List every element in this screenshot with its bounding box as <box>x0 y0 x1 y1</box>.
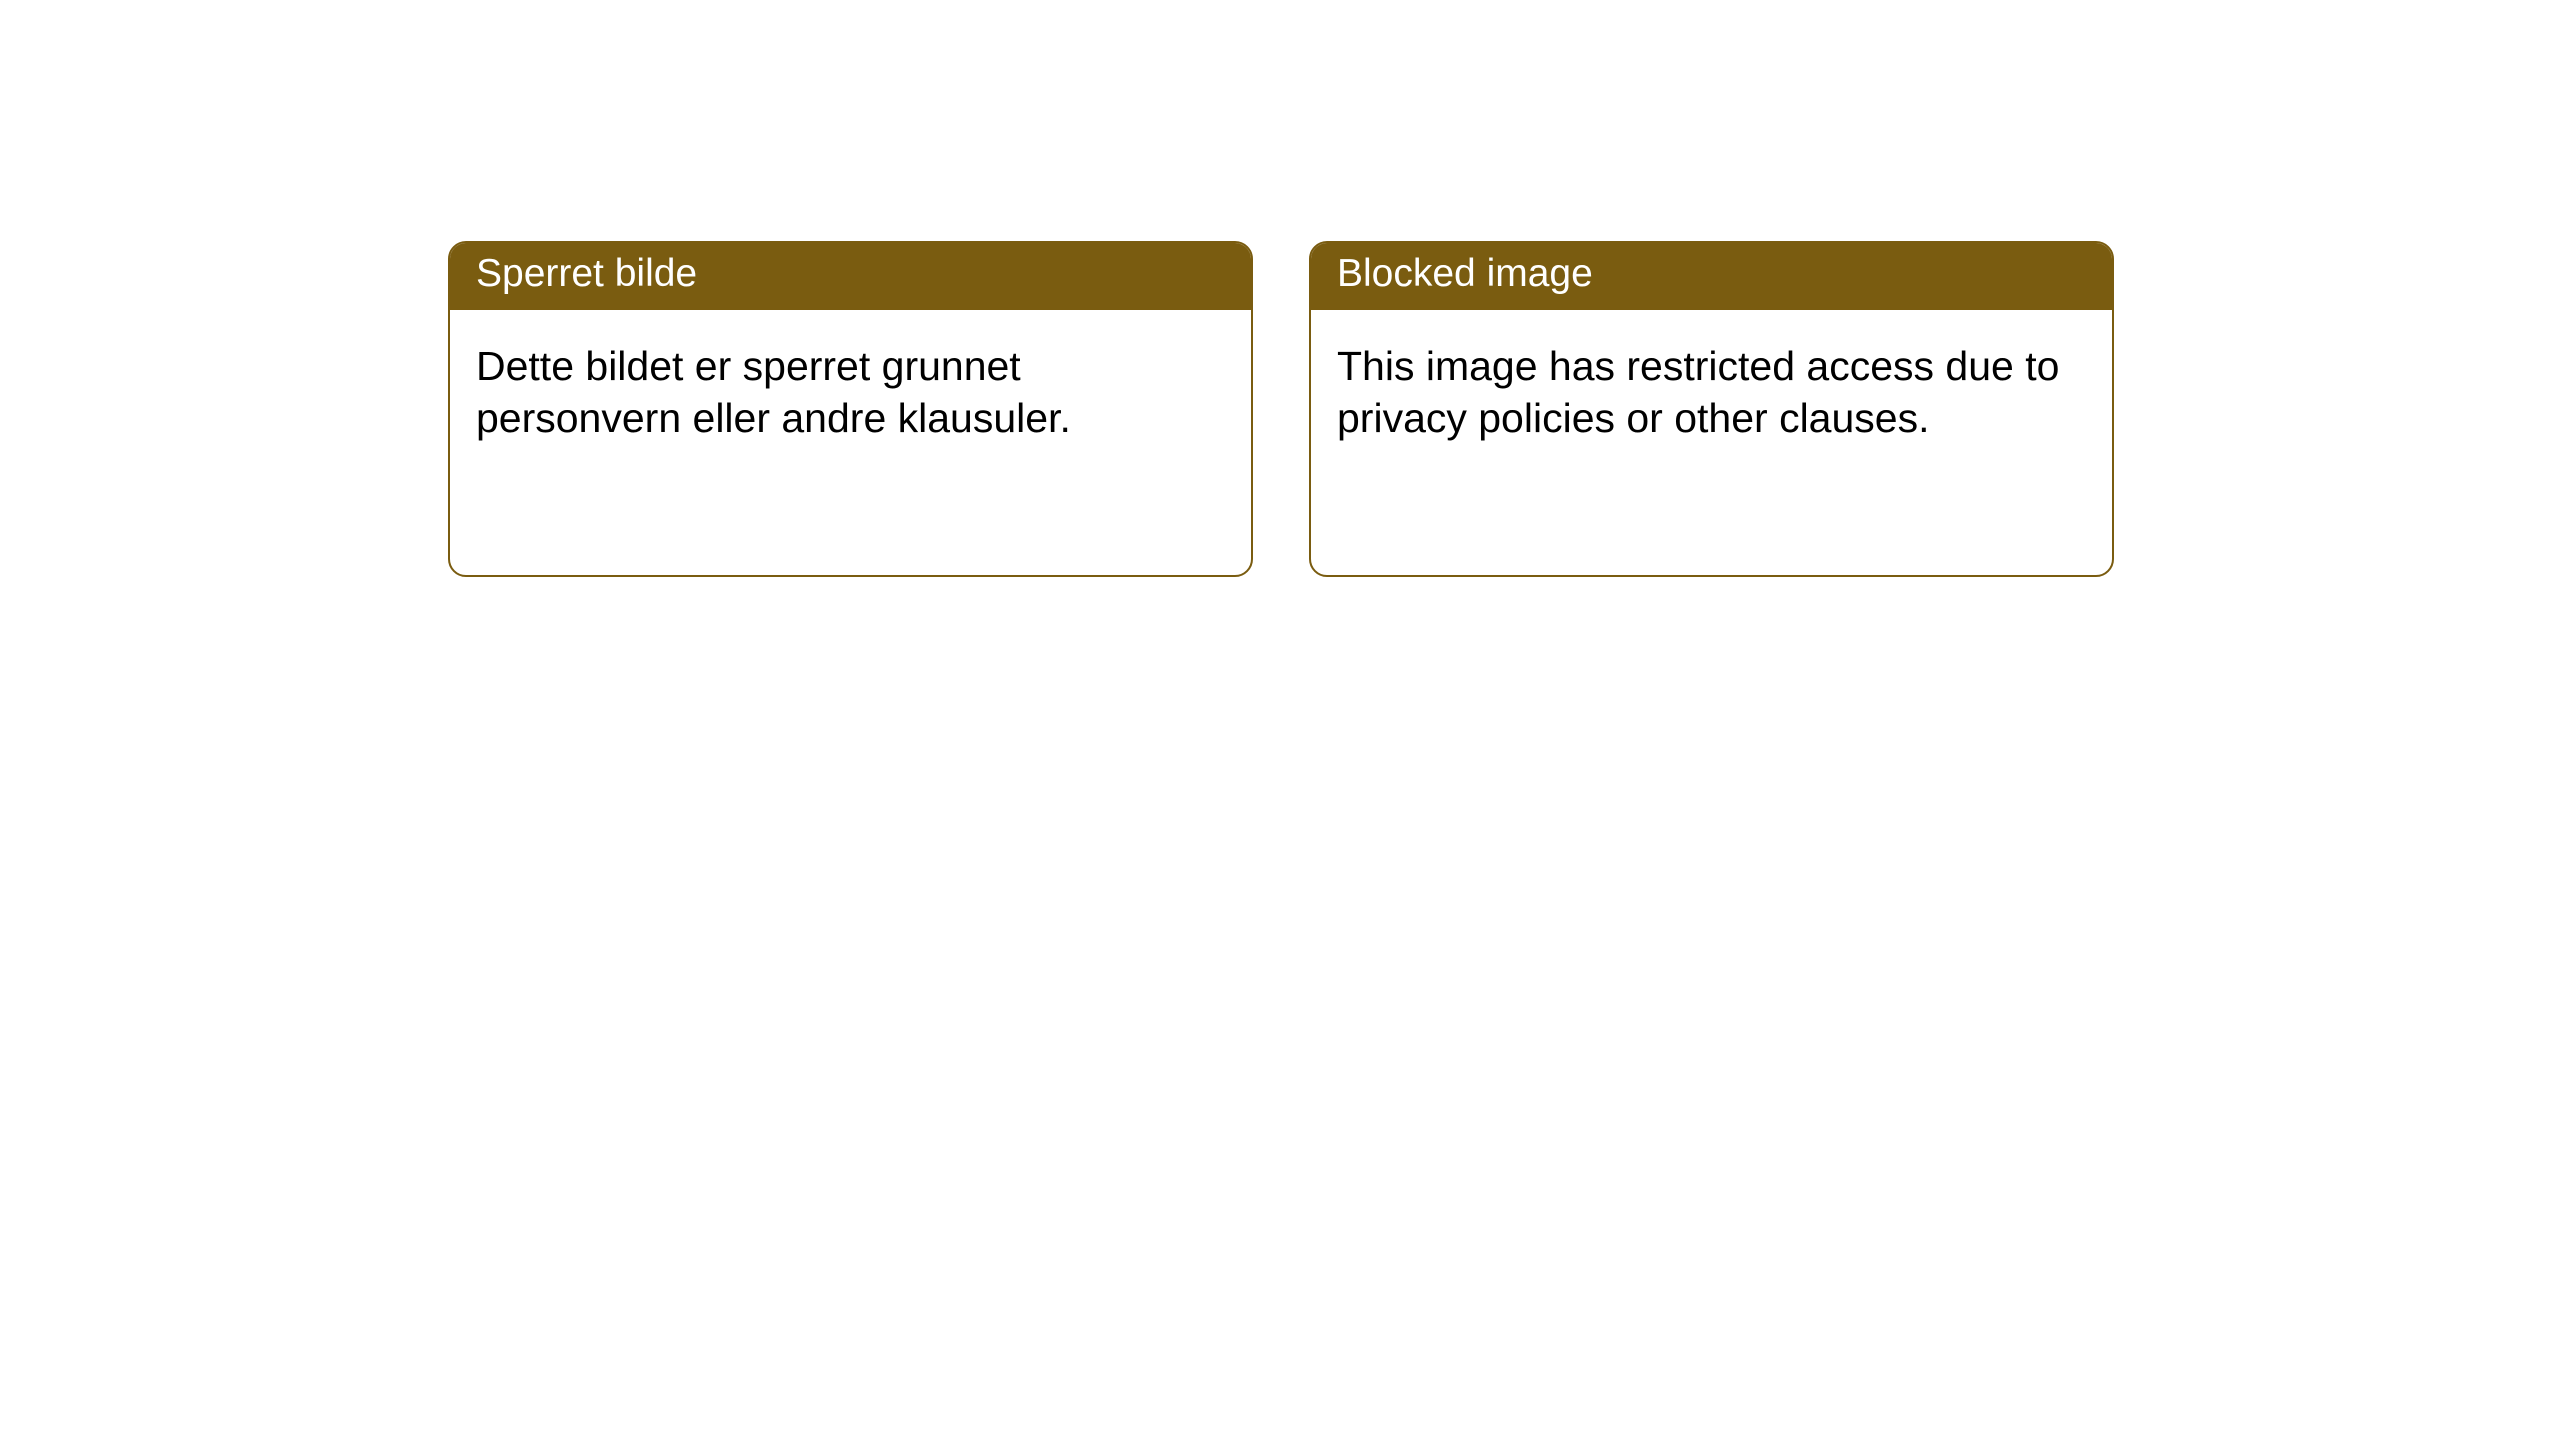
notice-card-body: Dette bildet er sperret grunnet personve… <box>450 310 1251 475</box>
notice-card-title: Blocked image <box>1311 243 2112 310</box>
notice-card-title: Sperret bilde <box>450 243 1251 310</box>
notice-card-english: Blocked image This image has restricted … <box>1309 241 2114 577</box>
notice-cards-container: Sperret bilde Dette bildet er sperret gr… <box>448 241 2114 577</box>
notice-card-norwegian: Sperret bilde Dette bildet er sperret gr… <box>448 241 1253 577</box>
notice-card-body: This image has restricted access due to … <box>1311 310 2112 475</box>
